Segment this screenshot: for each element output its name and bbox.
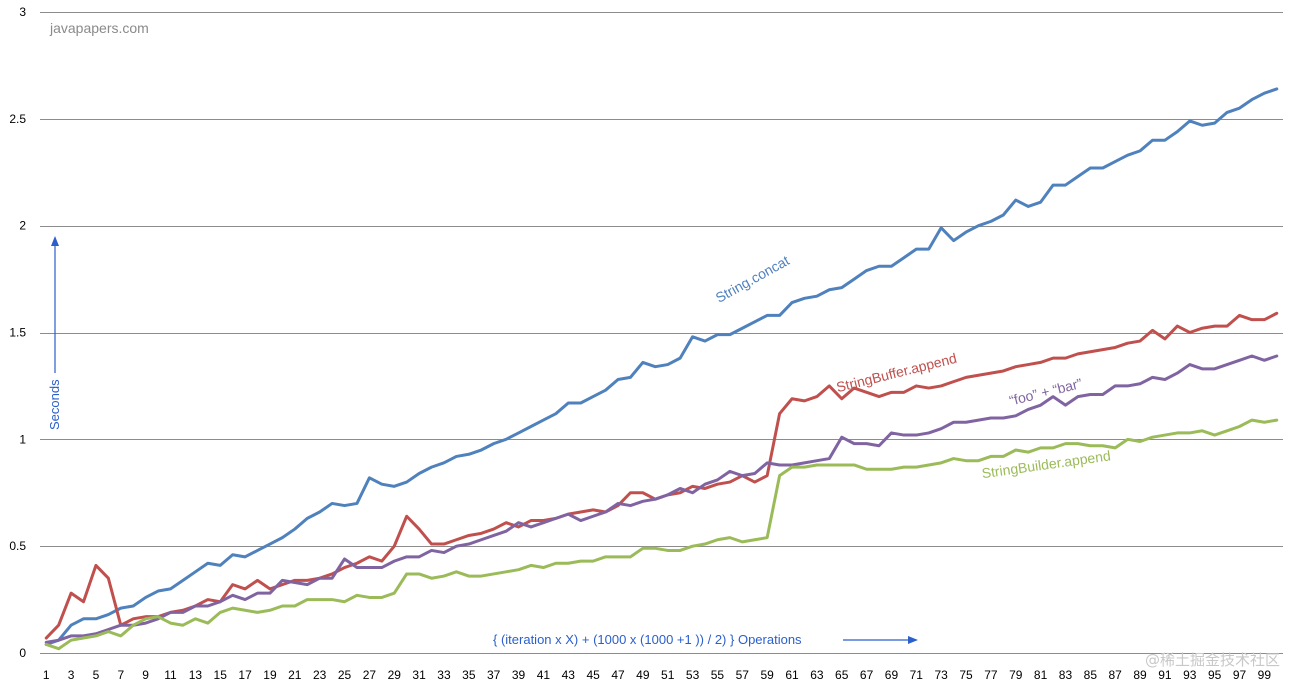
x-tick-label: 81 — [1034, 668, 1048, 682]
x-tick-label: 95 — [1208, 668, 1222, 682]
x-tick-label: 27 — [363, 668, 377, 682]
x-tick-label: 33 — [437, 668, 451, 682]
footer-watermark: @稀土掘金技术社区 — [1145, 651, 1280, 669]
series-label-concat: String.concat — [713, 252, 792, 306]
watermark-text: javapapers.com — [49, 20, 149, 36]
x-tick-label: 29 — [388, 668, 402, 682]
x-tick-label: 87 — [1109, 668, 1123, 682]
y-axis-ticks: 0 0.5 1 1.5 2 2.5 3 — [9, 5, 26, 660]
x-tick-label: 71 — [910, 668, 924, 682]
x-tick-label: 69 — [885, 668, 899, 682]
x-tick-label: 17 — [238, 668, 252, 682]
x-tick-label: 99 — [1258, 668, 1272, 682]
series-line-plus — [44, 354, 1279, 644]
series-label-builder: StringBuilder.append — [981, 447, 1112, 481]
series-label-plus: “foo” + “bar” — [1008, 375, 1084, 409]
x-tick-label: 83 — [1059, 668, 1073, 682]
y-tick-label: 3 — [19, 5, 26, 19]
x-tick-label: 23 — [313, 668, 327, 682]
x-tick-label: 73 — [934, 668, 948, 682]
y-tick-label: 1 — [19, 432, 26, 446]
x-tick-label: 79 — [1009, 668, 1023, 682]
x-tick-label: 53 — [686, 668, 700, 682]
grid-layer — [40, 12, 1283, 654]
y-tick-label: 0 — [19, 646, 26, 660]
x-tick-label: 1 — [43, 668, 50, 682]
x-tick-label: 77 — [984, 668, 998, 682]
x-tick-label: 85 — [1084, 668, 1098, 682]
y-axis-annotation: Seconds — [47, 236, 62, 430]
x-tick-label: 41 — [537, 668, 551, 682]
x-tick-label: 37 — [487, 668, 501, 682]
y-tick-label: 2.5 — [9, 112, 26, 126]
series-layer — [44, 87, 1279, 651]
x-tick-label: 15 — [214, 668, 228, 682]
series-line-builder — [44, 418, 1279, 651]
x-tick-label: 93 — [1183, 668, 1197, 682]
x-tick-label: 59 — [760, 668, 774, 682]
series-line-buffer — [44, 311, 1279, 640]
x-tick-label: 65 — [835, 668, 849, 682]
x-tick-label: 39 — [512, 668, 526, 682]
x-tick-label: 89 — [1133, 668, 1147, 682]
series-line-concat — [44, 87, 1279, 646]
x-tick-label: 91 — [1158, 668, 1172, 682]
x-tick-label: 31 — [412, 668, 426, 682]
x-tick-label: 7 — [117, 668, 124, 682]
x-tick-label: 75 — [959, 668, 973, 682]
x-tick-label: 49 — [636, 668, 650, 682]
x-axis-annotation: { (iteration x X) + (1000 x (1000 +1 )) … — [493, 632, 918, 647]
x-axis-label: { (iteration x X) + (1000 x (1000 +1 )) … — [493, 632, 802, 647]
x-tick-label: 97 — [1233, 668, 1247, 682]
x-tick-label: 47 — [611, 668, 625, 682]
y-tick-label: 0.5 — [9, 539, 26, 553]
x-tick-label: 19 — [263, 668, 277, 682]
x-tick-label: 25 — [338, 668, 352, 682]
x-tick-label: 43 — [562, 668, 576, 682]
x-tick-label: 35 — [462, 668, 476, 682]
x-tick-label: 61 — [785, 668, 799, 682]
x-tick-label: 3 — [68, 668, 75, 682]
x-tick-label: 57 — [736, 668, 750, 682]
x-tick-label: 13 — [189, 668, 203, 682]
x-tick-label: 11 — [164, 668, 177, 682]
y-tick-label: 1.5 — [9, 326, 26, 340]
x-axis-ticks: 1 3 5 7 9 11 13 15 17 19 21 23 25 27 29 31 33 35 37 39 41 43 4… — [43, 668, 1271, 682]
x-tick-label: 63 — [810, 668, 824, 682]
x-tick-label: 5 — [93, 668, 100, 682]
y-tick-label: 2 — [19, 219, 26, 233]
x-tick-label: 45 — [586, 668, 600, 682]
x-tick-label: 67 — [860, 668, 874, 682]
x-tick-label: 51 — [661, 668, 675, 682]
x-tick-label: 21 — [288, 668, 302, 682]
x-tick-label: 9 — [142, 668, 149, 682]
x-tick-label: 55 — [711, 668, 725, 682]
series-label-buffer: StringBuffer.append — [835, 350, 959, 395]
y-axis-label: Seconds — [47, 379, 62, 430]
